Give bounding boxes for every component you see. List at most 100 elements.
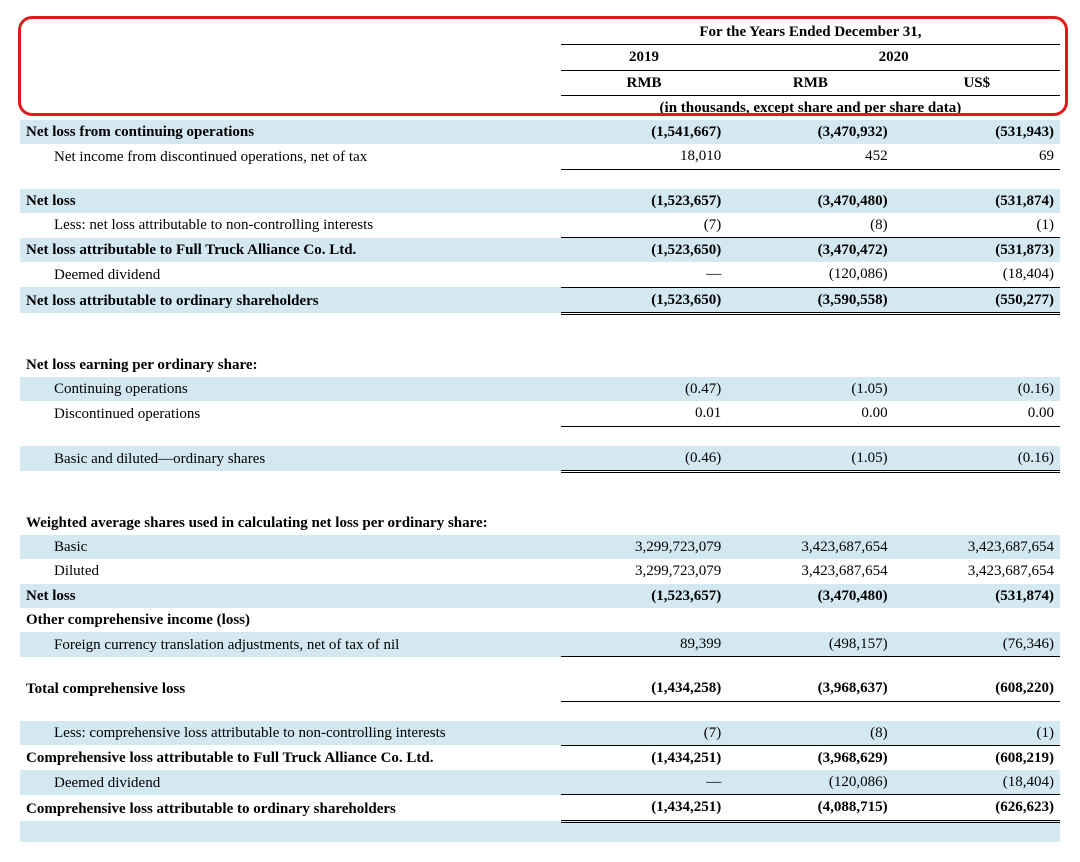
row-cl-ord: Comprehensive loss attributable to ordin… [20, 795, 1060, 821]
header-usd-2020: US$ [894, 70, 1060, 95]
financial-table: For the Years Ended December 31, 2019 20… [20, 20, 1060, 842]
label: Comprehensive loss attributable to ordin… [20, 795, 561, 821]
row-fx: Foreign currency translation adjustments… [20, 632, 1060, 657]
val-2019: (0.46) [561, 446, 727, 472]
val-2020-rmb: (4,088,715) [727, 795, 893, 821]
val-2020-usd: (76,346) [894, 632, 1060, 657]
row-eps-cont: Continuing operations (0.47) (1.05) (0.1… [20, 377, 1060, 401]
row-eps-disc: Discontinued operations 0.01 0.00 0.00 [20, 401, 1060, 426]
val-2020-rmb: (3,470,472) [727, 238, 893, 263]
val-2020-rmb: 0.00 [727, 401, 893, 426]
val-2019: 3,299,723,079 [561, 535, 727, 559]
row-less-cl-nci: Less: comprehensive loss attributable to… [20, 721, 1060, 746]
row-nl-ord: Net loss attributable to ordinary shareh… [20, 287, 1060, 313]
val-2020-usd: (1) [894, 721, 1060, 746]
label: Weighted average shares used in calculat… [20, 511, 561, 535]
header-rmb-2020: RMB [727, 70, 893, 95]
header-currency-row: RMB RMB US$ [20, 70, 1060, 95]
header-subtitle-row: (in thousands, except share and per shar… [20, 95, 1060, 120]
val-2020-usd: (18,404) [894, 262, 1060, 287]
label: Net income from discontinued operations,… [20, 144, 561, 169]
val-2020-usd: (531,874) [894, 189, 1060, 213]
row-deemed-1: Deemed dividend — (120,086) (18,404) [20, 262, 1060, 287]
header-year-2020: 2020 [727, 45, 1060, 70]
val-2020-rmb: (8) [727, 213, 893, 238]
val-2020-rmb: (498,157) [727, 632, 893, 657]
val-2020-rmb: (120,086) [727, 262, 893, 287]
label: Basic and diluted—ordinary shares [20, 446, 561, 472]
val-2020-rmb: (1.05) [727, 377, 893, 401]
label: Net loss [20, 189, 561, 213]
val-2020-rmb: (3,590,558) [727, 287, 893, 313]
val-2020-rmb: (3,470,932) [727, 120, 893, 144]
val-2019: (1,434,251) [561, 795, 727, 821]
val-2020-rmb: 3,423,687,654 [727, 559, 893, 583]
label: Less: comprehensive loss attributable to… [20, 721, 561, 746]
row-nl-ftac: Net loss attributable to Full Truck Alli… [20, 238, 1060, 263]
val-2020-usd: (608,220) [894, 676, 1060, 701]
val-2020-usd: (531,873) [894, 238, 1060, 263]
label: Net loss [20, 584, 561, 608]
row-eps-hdr: Net loss earning per ordinary share: [20, 353, 1060, 377]
row-net-loss-1: Net loss (1,523,657) (3,470,480) (531,87… [20, 189, 1060, 213]
val-2020-rmb: (1.05) [727, 446, 893, 472]
label: Net loss attributable to Full Truck Alli… [20, 238, 561, 263]
row-nl-cont-ops: Net loss from continuing operations (1,5… [20, 120, 1060, 144]
label: Continuing operations [20, 377, 561, 401]
row-eps-bd: Basic and diluted—ordinary shares (0.46)… [20, 446, 1060, 472]
val-2019: 89,399 [561, 632, 727, 657]
label: Basic [20, 535, 561, 559]
val-2019: (7) [561, 213, 727, 238]
val-2020-usd: 0.00 [894, 401, 1060, 426]
label: Other comprehensive income (loss) [20, 608, 561, 632]
label: Diluted [20, 559, 561, 583]
header-year-2019: 2019 [561, 45, 727, 70]
val-2019: — [561, 770, 727, 795]
val-2019: — [561, 262, 727, 287]
val-2019: (1,523,657) [561, 584, 727, 608]
row-was-basic: Basic 3,299,723,079 3,423,687,654 3,423,… [20, 535, 1060, 559]
row-was-dil: Diluted 3,299,723,079 3,423,687,654 3,42… [20, 559, 1060, 583]
val-2019: (1,523,657) [561, 189, 727, 213]
row-cl-ftac: Comprehensive loss attributable to Full … [20, 745, 1060, 770]
label: Net loss attributable to ordinary shareh… [20, 287, 561, 313]
val-2019: (1,434,251) [561, 745, 727, 770]
val-2019: (1,523,650) [561, 238, 727, 263]
val-2019: (1,523,650) [561, 287, 727, 313]
val-2020-usd: (626,623) [894, 795, 1060, 821]
row-tcl: Total comprehensive loss (1,434,258) (3,… [20, 676, 1060, 701]
header-years-row: 2019 2020 [20, 45, 1060, 70]
val-2020-rmb: (3,470,480) [727, 189, 893, 213]
val-2020-usd: 3,423,687,654 [894, 559, 1060, 583]
financial-table-container: For the Years Ended December 31, 2019 20… [20, 20, 1060, 842]
row-oci-hdr: Other comprehensive income (loss) [20, 608, 1060, 632]
val-2020-usd: (0.16) [894, 446, 1060, 472]
val-2019: 3,299,723,079 [561, 559, 727, 583]
val-2020-usd: (1) [894, 213, 1060, 238]
val-2020-usd: (608,219) [894, 745, 1060, 770]
row-net-loss-2: Net loss (1,523,657) (3,470,480) (531,87… [20, 584, 1060, 608]
val-2020-rmb: (8) [727, 721, 893, 746]
val-2019: (1,541,667) [561, 120, 727, 144]
val-2020-rmb: 452 [727, 144, 893, 169]
row-disc-ops: Net income from discontinued operations,… [20, 144, 1060, 169]
val-2020-usd: (531,874) [894, 584, 1060, 608]
val-2020-rmb: 3,423,687,654 [727, 535, 893, 559]
header-title-row: For the Years Ended December 31, [20, 20, 1060, 45]
val-2020-usd: (18,404) [894, 770, 1060, 795]
val-2019: 18,010 [561, 144, 727, 169]
header-title: For the Years Ended December 31, [561, 20, 1060, 45]
label: Total comprehensive loss [20, 676, 561, 701]
label: Net loss earning per ordinary share: [20, 353, 561, 377]
val-2020-usd: 3,423,687,654 [894, 535, 1060, 559]
row-was-hdr: Weighted average shares used in calculat… [20, 511, 1060, 535]
val-2020-usd: (0.16) [894, 377, 1060, 401]
val-2019: (7) [561, 721, 727, 746]
label: Deemed dividend [20, 262, 561, 287]
val-2020-rmb: (3,968,637) [727, 676, 893, 701]
row-less-nci: Less: net loss attributable to non-contr… [20, 213, 1060, 238]
label: Net loss from continuing operations [20, 120, 561, 144]
val-2019: (1,434,258) [561, 676, 727, 701]
val-2020-usd: (550,277) [894, 287, 1060, 313]
label: Discontinued operations [20, 401, 561, 426]
